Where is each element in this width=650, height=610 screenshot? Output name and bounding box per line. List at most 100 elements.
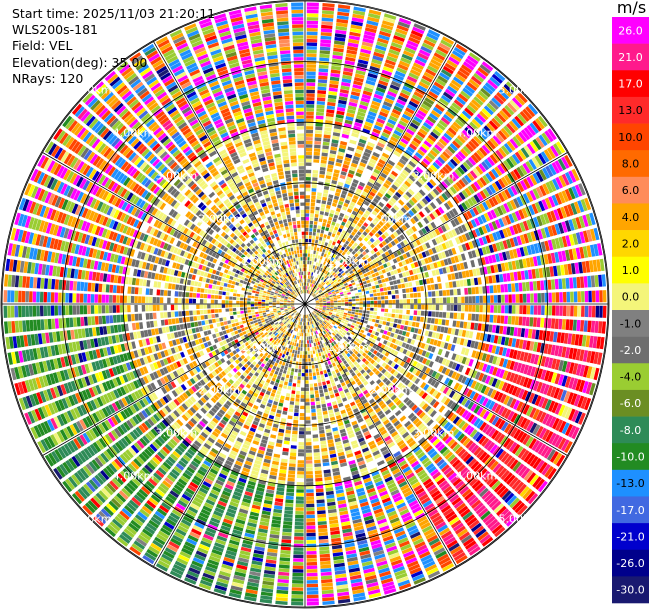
velocity-gate (449, 312, 454, 319)
velocity-gate (320, 267, 323, 272)
velocity-gate (325, 112, 334, 118)
velocity-gate (363, 188, 370, 194)
velocity-gate (403, 304, 407, 309)
velocity-gate (473, 152, 482, 162)
velocity-gate (468, 231, 474, 240)
velocity-gate (334, 211, 340, 216)
velocity-gate (330, 244, 335, 249)
velocity-gate (325, 428, 332, 433)
velocity-gate (309, 228, 313, 232)
velocity-gate (347, 267, 352, 272)
velocity-gate (318, 426, 325, 431)
velocity-gate (299, 354, 302, 359)
velocity-gate (570, 202, 578, 215)
velocity-gate (336, 155, 344, 160)
velocity-gate (364, 27, 377, 34)
velocity-gate (320, 560, 331, 565)
velocity-gate (388, 276, 393, 281)
velocity-gate (509, 138, 519, 149)
velocity-gate (311, 292, 314, 296)
velocity-gate (311, 365, 315, 369)
velocity-gate (335, 282, 340, 286)
velocity-gate (484, 142, 494, 152)
velocity-gate (315, 115, 324, 120)
velocity-gate (494, 194, 502, 204)
velocity-gate (390, 112, 400, 119)
velocity-gate (399, 248, 405, 254)
velocity-gate (403, 110, 413, 118)
velocity-gate (356, 213, 362, 219)
velocity-gate (333, 279, 337, 283)
velocity-gate (424, 184, 432, 192)
velocity-gate (406, 40, 419, 48)
velocity-gate (330, 299, 334, 302)
velocity-gate (452, 183, 460, 192)
velocity-gate (455, 181, 463, 190)
velocity-gate (330, 305, 334, 307)
velocity-gate (294, 353, 297, 358)
velocity-gate (306, 53, 317, 57)
velocity-gate (452, 121, 462, 131)
velocity-gate (325, 487, 334, 492)
velocity-gate (398, 141, 407, 148)
velocity-gate (310, 287, 313, 291)
velocity-gate (370, 300, 374, 304)
velocity-gate (390, 207, 397, 214)
velocity-gate (338, 288, 342, 291)
velocity-gate (533, 305, 538, 315)
velocity-gate (558, 318, 563, 330)
velocity-gate (337, 307, 341, 310)
velocity-gate (466, 124, 476, 134)
velocity-gate (368, 274, 373, 279)
velocity-gate (316, 345, 320, 350)
velocity-gate (357, 268, 362, 273)
velocity-gate (316, 371, 320, 376)
velocity-gate (325, 425, 331, 430)
velocity-gate (542, 167, 551, 179)
velocity-gate (477, 277, 482, 285)
velocity-gate (343, 248, 348, 253)
velocity-gate (421, 235, 428, 243)
velocity-gate (313, 289, 317, 293)
velocity-gate (365, 23, 378, 30)
velocity-gate (395, 28, 408, 36)
velocity-gate (599, 305, 603, 318)
velocity-gate (491, 117, 501, 128)
velocity-gate (340, 311, 344, 314)
velocity-gate (435, 78, 447, 87)
velocity-gate (312, 257, 315, 262)
velocity-gate (507, 283, 512, 293)
velocity-gate (561, 156, 570, 169)
velocity-gate (439, 153, 448, 162)
velocity-gate (306, 2, 319, 7)
velocity-gate (431, 146, 441, 155)
velocity-gate (343, 183, 350, 189)
velocity-gate (390, 332, 395, 338)
velocity-gate (402, 331, 407, 336)
velocity-gate (306, 286, 308, 290)
velocity-gate (311, 184, 317, 189)
velocity-gate (413, 261, 419, 268)
velocity-gate (323, 273, 326, 278)
velocity-gate (307, 279, 309, 283)
velocity-gate (358, 236, 363, 242)
velocity-gate (339, 89, 349, 94)
velocity-gate (340, 85, 350, 91)
velocity-gate (335, 162, 342, 167)
velocity-gate (351, 296, 356, 299)
velocity-gate (466, 210, 473, 219)
velocity-gate (503, 125, 513, 136)
velocity-gate (321, 268, 325, 273)
velocity-gate (305, 394, 310, 399)
velocity-gate (553, 143, 562, 156)
velocity-gate (479, 190, 487, 200)
velocity-gate (508, 294, 512, 303)
velocity-gate (332, 284, 337, 288)
velocity-gate (471, 240, 478, 248)
velocity-gate (315, 481, 323, 486)
velocity-gate (531, 203, 539, 214)
velocity-gate (518, 316, 523, 326)
velocity-gate (351, 159, 359, 165)
velocity-gate (322, 145, 329, 150)
velocity-gate (313, 155, 320, 160)
